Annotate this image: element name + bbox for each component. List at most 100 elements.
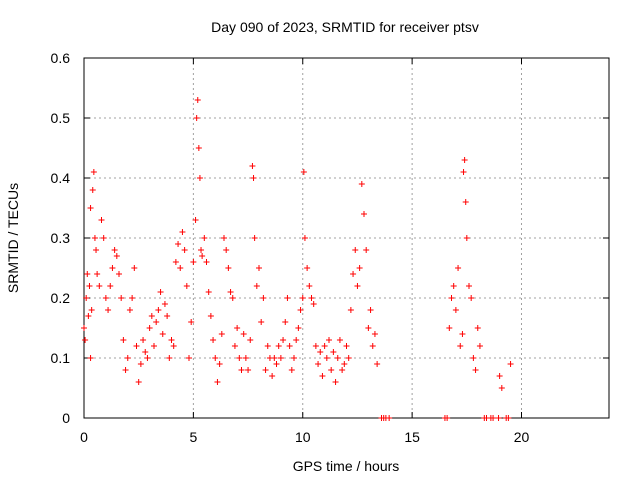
x-tick-label: 15 <box>404 429 420 445</box>
data-point <box>218 331 225 337</box>
data-point <box>496 373 503 379</box>
data-point <box>476 343 483 349</box>
data-point <box>334 355 341 361</box>
data-point <box>315 361 322 367</box>
x-tick-label: 10 <box>295 429 311 445</box>
data-point <box>203 259 210 265</box>
data-point <box>249 163 256 169</box>
data-points <box>81 97 514 421</box>
data-point <box>264 343 271 349</box>
data-point <box>81 325 87 331</box>
y-axis-label: SRMTID / TECUs <box>5 183 21 293</box>
data-point <box>466 283 472 289</box>
data-point <box>88 307 95 313</box>
data-point <box>175 241 182 247</box>
data-point <box>361 211 367 217</box>
data-point <box>282 319 289 325</box>
data-point <box>323 355 330 361</box>
data-point <box>126 307 133 313</box>
data-point <box>275 343 282 349</box>
data-point <box>225 265 232 271</box>
data-point <box>236 355 243 361</box>
data-point <box>459 331 466 337</box>
data-point <box>181 247 188 253</box>
data-point <box>140 337 147 343</box>
data-point <box>470 355 477 361</box>
data-point <box>330 349 337 355</box>
y-tick-label: 0 <box>62 410 70 426</box>
data-point <box>386 415 393 421</box>
data-point <box>301 235 308 241</box>
data-point <box>205 289 212 295</box>
data-point <box>317 349 324 355</box>
data-point <box>328 367 335 373</box>
data-point <box>450 283 457 289</box>
data-point <box>196 175 203 181</box>
data-point <box>210 337 217 343</box>
data-point <box>490 415 497 421</box>
data-point <box>347 307 354 313</box>
data-point <box>462 199 469 205</box>
data-point <box>457 343 464 349</box>
data-point <box>299 295 306 301</box>
data-point <box>90 169 97 175</box>
data-point <box>198 247 205 253</box>
data-point <box>321 343 328 349</box>
data-point <box>113 253 120 259</box>
data-point <box>356 265 363 271</box>
data-point <box>262 367 269 373</box>
data-point <box>91 235 98 241</box>
data-point <box>446 325 453 331</box>
data-point <box>251 235 258 241</box>
data-point <box>256 265 262 271</box>
data-point <box>297 307 304 313</box>
data-point <box>474 325 481 331</box>
y-tick-label: 0.2 <box>51 290 71 306</box>
data-point <box>155 307 162 313</box>
data-point <box>280 337 287 343</box>
x-axis-label: GPS time / hours <box>293 458 400 474</box>
data-point <box>199 253 206 259</box>
data-point <box>151 343 157 349</box>
data-point <box>306 283 313 289</box>
data-point <box>367 307 374 313</box>
x-tick-label: 5 <box>189 429 197 445</box>
data-point <box>82 337 89 343</box>
data-point <box>308 295 315 301</box>
data-point <box>247 337 254 343</box>
data-point <box>369 343 376 349</box>
data-point <box>277 355 284 361</box>
data-point <box>207 313 214 319</box>
data-point <box>212 355 219 361</box>
data-point <box>498 385 505 391</box>
data-point <box>221 235 227 241</box>
data-point <box>94 271 101 277</box>
data-point <box>135 379 142 385</box>
data-point <box>240 331 247 337</box>
data-point <box>448 295 455 301</box>
data-point <box>245 367 252 373</box>
data-point <box>339 367 346 373</box>
data-point <box>179 229 186 235</box>
data-point <box>358 181 365 187</box>
data-point <box>164 313 171 319</box>
data-point <box>234 325 241 331</box>
data-point <box>354 283 361 289</box>
axis-ticks <box>83 57 609 419</box>
data-point <box>96 283 103 289</box>
data-point <box>273 361 280 367</box>
data-point <box>105 307 112 313</box>
data-point <box>195 145 202 151</box>
data-point <box>142 349 149 355</box>
data-point <box>460 169 467 175</box>
data-point <box>122 367 129 373</box>
data-point <box>345 355 352 361</box>
data-point <box>326 337 332 343</box>
data-point <box>177 265 184 271</box>
tick-labels: 0 0.1 0.2 0.3 0.4 0.5 0.6 0 5 10 15 20 <box>51 50 530 445</box>
data-point <box>472 367 479 373</box>
data-point <box>86 283 93 289</box>
y-tick-label: 0.3 <box>51 230 71 246</box>
data-point <box>444 415 451 421</box>
data-point <box>84 271 91 277</box>
